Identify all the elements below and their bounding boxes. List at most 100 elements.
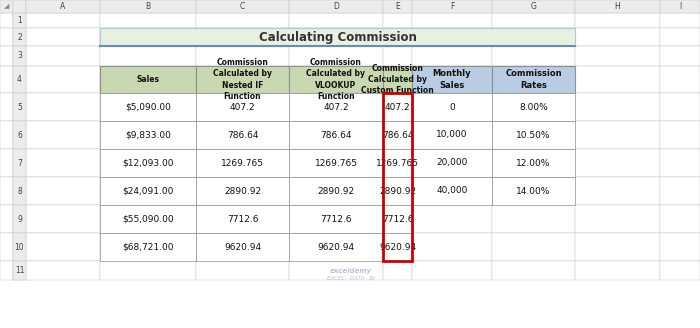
Bar <box>383 121 412 149</box>
Bar <box>660 233 700 261</box>
Bar <box>289 93 383 121</box>
Bar <box>13 46 26 66</box>
Text: 6: 6 <box>17 131 22 139</box>
Bar <box>412 0 492 13</box>
Bar <box>26 261 100 280</box>
Bar <box>100 121 196 149</box>
Text: 10.50%: 10.50% <box>517 131 551 139</box>
Bar <box>100 233 196 261</box>
Bar <box>100 28 575 46</box>
Bar <box>412 66 492 93</box>
Text: 9620.94: 9620.94 <box>379 242 416 252</box>
Text: 4: 4 <box>17 75 22 84</box>
Bar <box>196 121 289 149</box>
Bar <box>0 233 13 261</box>
Bar <box>383 261 412 280</box>
Bar <box>196 93 289 121</box>
Bar <box>492 28 575 46</box>
Bar <box>492 0 575 13</box>
Bar <box>13 66 26 93</box>
Bar <box>492 121 575 149</box>
Text: E: E <box>395 2 400 11</box>
Bar <box>289 261 383 280</box>
Bar <box>13 205 26 233</box>
Bar <box>100 93 196 121</box>
Bar <box>575 177 660 205</box>
Bar <box>492 46 575 66</box>
Bar <box>26 149 100 177</box>
Bar <box>100 66 196 93</box>
Text: 5: 5 <box>17 102 22 112</box>
Bar <box>26 0 100 13</box>
Bar <box>492 93 575 121</box>
Bar <box>100 205 196 233</box>
Bar <box>412 149 492 177</box>
Bar <box>26 177 100 205</box>
Bar <box>26 13 100 28</box>
Bar <box>412 46 492 66</box>
Text: 9620.94: 9620.94 <box>317 242 355 252</box>
Bar <box>289 149 383 177</box>
Bar <box>412 205 492 233</box>
Text: G: G <box>531 2 536 11</box>
Bar <box>196 149 289 177</box>
Bar <box>0 177 13 205</box>
Text: $9,833.00: $9,833.00 <box>125 131 171 139</box>
Text: Commission
Calculated by
VLOOKUP
Function: Commission Calculated by VLOOKUP Functio… <box>307 58 365 101</box>
Bar <box>0 28 13 46</box>
Text: $24,091.00: $24,091.00 <box>122 187 174 195</box>
Text: $68,721.00: $68,721.00 <box>122 242 174 252</box>
Bar <box>0 0 13 13</box>
Bar <box>412 149 492 177</box>
Bar <box>0 0 13 13</box>
Bar <box>412 177 492 205</box>
Text: Monthly
Sales: Monthly Sales <box>433 70 471 90</box>
Bar <box>289 66 383 93</box>
Text: D: D <box>333 2 339 11</box>
Bar <box>0 121 13 149</box>
Bar <box>100 149 196 177</box>
Bar <box>660 0 700 13</box>
Bar <box>196 149 289 177</box>
Bar <box>383 233 412 261</box>
Bar <box>575 28 660 46</box>
Bar <box>383 149 412 177</box>
Text: 3: 3 <box>17 51 22 60</box>
Bar <box>0 66 13 93</box>
Bar <box>13 261 26 280</box>
Bar <box>196 233 289 261</box>
Bar <box>492 261 575 280</box>
Bar <box>383 93 412 261</box>
Text: 40,000: 40,000 <box>436 187 468 195</box>
Bar <box>660 121 700 149</box>
Text: 20,000: 20,000 <box>436 158 468 168</box>
Bar <box>575 261 660 280</box>
Bar <box>26 121 100 149</box>
Bar <box>100 261 196 280</box>
Bar <box>13 261 26 280</box>
Text: 14.00%: 14.00% <box>517 187 551 195</box>
Bar <box>575 0 660 13</box>
Text: 8.00%: 8.00% <box>519 102 548 112</box>
Bar <box>492 177 575 205</box>
Text: 7712.6: 7712.6 <box>321 215 351 223</box>
Bar <box>13 121 26 149</box>
Bar <box>100 205 196 233</box>
Bar <box>660 46 700 66</box>
Text: F: F <box>450 2 454 11</box>
Bar <box>100 93 196 121</box>
Bar <box>660 261 700 280</box>
Text: 9620.94: 9620.94 <box>224 242 261 252</box>
Bar <box>289 28 383 46</box>
Bar <box>289 205 383 233</box>
Bar <box>383 0 412 13</box>
Text: Commission
Calculated by
Nested IF
Function: Commission Calculated by Nested IF Funct… <box>213 58 272 101</box>
Bar <box>13 13 26 28</box>
Text: $5,090.00: $5,090.00 <box>125 102 171 112</box>
Bar <box>492 0 575 13</box>
Bar <box>13 28 26 46</box>
Bar <box>660 177 700 205</box>
Bar <box>100 66 196 93</box>
Bar <box>196 205 289 233</box>
Text: 2: 2 <box>17 32 22 42</box>
